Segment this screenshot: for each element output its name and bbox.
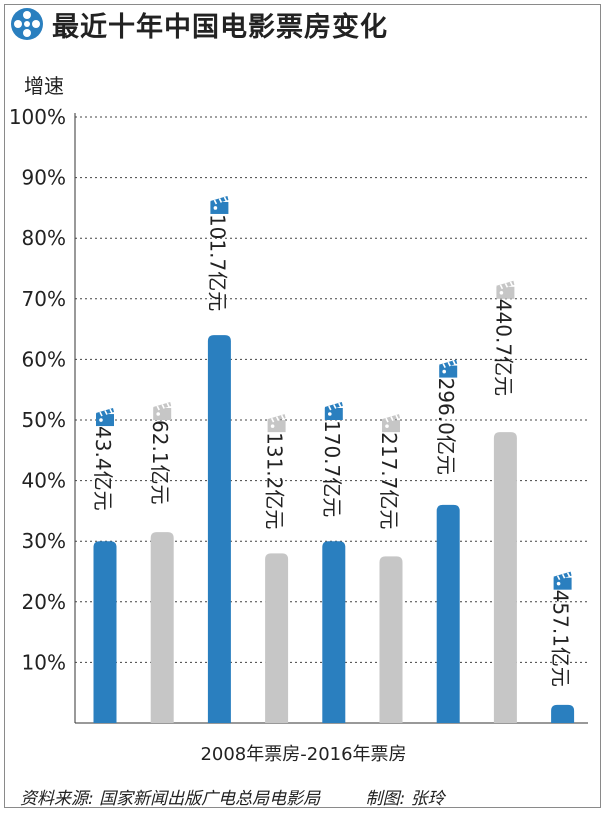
y-tick-label: 60% <box>22 347 66 371</box>
bar-value-label: 131.2亿元 <box>263 432 287 529</box>
clapperboard-icon <box>553 571 572 590</box>
y-tick-label: 70% <box>22 287 66 311</box>
bar <box>379 556 403 723</box>
bar-value-label: 62.1亿元 <box>148 420 172 505</box>
clapperboard-icon <box>324 402 343 420</box>
clapperboard-icon <box>153 402 172 420</box>
y-tick-label: 10% <box>22 650 66 674</box>
bar-value-label: 440.7亿元 <box>491 299 515 396</box>
bar-value-label: 101.7亿元 <box>205 214 229 311</box>
bar <box>436 504 460 723</box>
footer: 资料来源: 国家新闻出版广电总局电影局 制图: 张玲 <box>20 784 485 809</box>
bar-value-label: 170.7亿元 <box>320 420 344 517</box>
y-tick-label: 50% <box>22 408 66 432</box>
bar-value-label: 296.0亿元 <box>434 378 458 475</box>
chart-title: 最近十年中国电影票房变化 <box>52 11 388 43</box>
title-bar: 最近十年中国电影票房变化 <box>10 6 388 43</box>
bar <box>322 541 346 723</box>
y-tick-label: 100% <box>9 105 66 129</box>
y-tick-label: 80% <box>22 226 66 250</box>
clapperboard-icon <box>382 414 400 433</box>
bar <box>93 541 117 723</box>
film-reel-icon <box>11 8 43 40</box>
bar-value-label: 43.4亿元 <box>91 426 115 511</box>
source-note: 资料来源: 国家新闻出版广电总局电影局 <box>20 789 321 809</box>
bar-value-label: 457.1亿元 <box>549 590 573 687</box>
bar <box>150 532 174 723</box>
author-note: 制图: 张玲 <box>365 789 445 809</box>
bar-value-label: 217.7亿元 <box>377 432 401 529</box>
y-tick-label: 90% <box>22 166 66 190</box>
bar <box>207 335 231 723</box>
clapperboard-icon <box>496 280 515 299</box>
y-axis-label: 增速 <box>24 74 64 98</box>
clapperboard-icon <box>267 414 286 433</box>
bar <box>265 553 289 723</box>
y-tick-label: 40% <box>22 469 66 493</box>
y-tick-label: 20% <box>22 590 66 614</box>
bar <box>551 704 575 723</box>
x-axis-label: 2008年票房-2016年票房 <box>200 744 407 765</box>
y-tick-label: 30% <box>22 529 66 553</box>
chart-frame <box>4 4 601 808</box>
clapperboard-icon <box>210 195 229 214</box>
clapperboard-icon <box>439 359 458 378</box>
clapperboard-icon <box>96 408 114 427</box>
bar <box>493 432 517 723</box>
